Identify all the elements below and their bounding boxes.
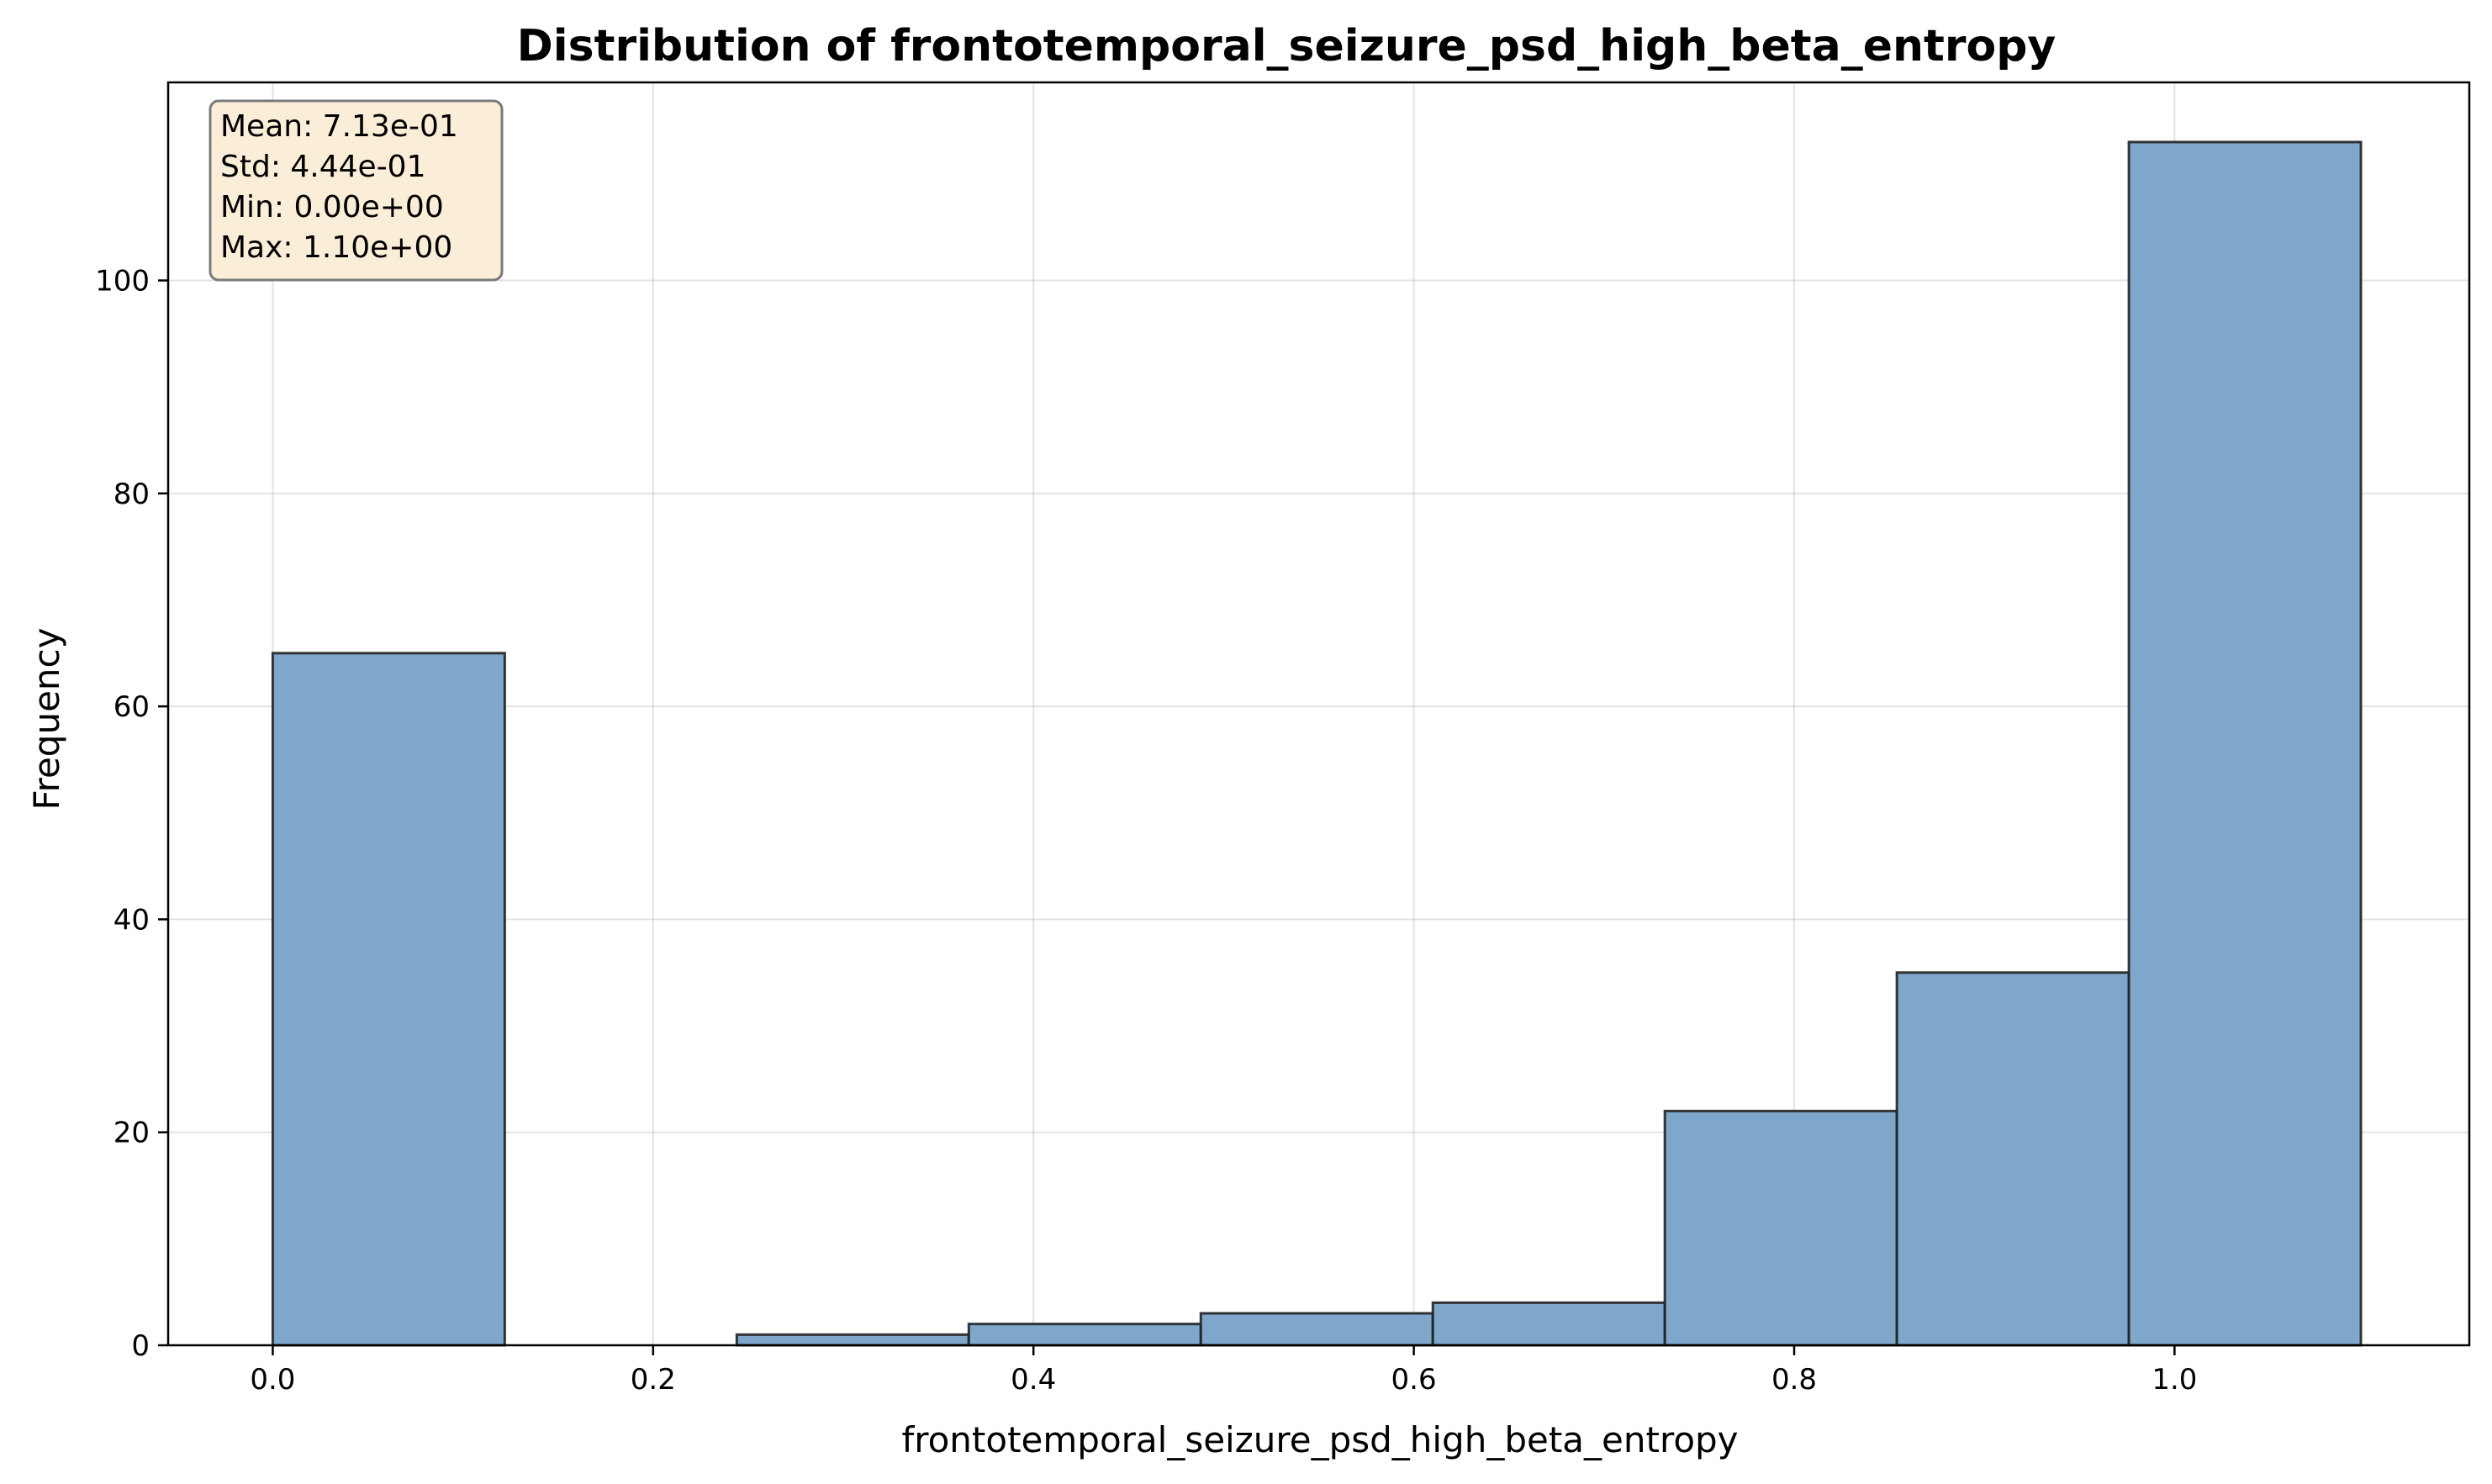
histogram-bar-0 (271, 652, 506, 1347)
x-tick-label-1: 0.2 (631, 1363, 676, 1397)
stats-max: Max: 1.10e+00 (220, 230, 452, 265)
x-tick-label-5: 1.0 (2151, 1363, 2197, 1397)
chart-title: Distribution of frontotemporal_seizure_p… (517, 21, 2056, 71)
y-tick-label-3: 60 (114, 690, 150, 724)
y-tick-label-4: 80 (114, 478, 150, 511)
x-axis-label: frontotemporal_seizure_psd_high_beta_ent… (901, 1419, 1738, 1460)
x-tick-label-3: 0.6 (1391, 1363, 1437, 1397)
x-axis-ticks: 0.0 0.2 0.4 0.6 0.8 1.0 (250, 1345, 2197, 1397)
stats-std: Std: 4.44e-01 (220, 150, 426, 184)
histogram-bar-4 (1199, 1312, 1434, 1347)
y-axis-ticks: 0 20 40 60 80 100 (95, 265, 168, 1363)
plot-frame (166, 81, 2471, 1347)
histogram-bar-6 (1663, 1109, 1898, 1347)
x-tick-label-4: 0.8 (1771, 1363, 1817, 1397)
stats-min: Min: 0.00e+00 (220, 190, 444, 224)
histogram-bars (271, 140, 2363, 1347)
histogram-bar-7 (1895, 971, 2130, 1347)
x-tick-label-2: 0.4 (1011, 1363, 1056, 1397)
x-tick-label-0: 0.0 (250, 1363, 295, 1397)
histogram-bar-5 (1431, 1301, 1666, 1347)
histogram-bar-2 (735, 1333, 970, 1347)
stats-mean: Mean: 7.13e-01 (220, 109, 458, 144)
y-tick-label-5: 100 (95, 265, 150, 298)
y-axis-label: Frequency (26, 628, 67, 811)
y-tick-label-2: 40 (114, 903, 150, 937)
stats-box: Mean: 7.13e-01 Std: 4.44e-01 Min: 0.00e+… (209, 99, 504, 282)
histogram-bar-3 (967, 1323, 1202, 1347)
histogram-bar-8 (2127, 140, 2363, 1347)
y-tick-label-1: 20 (114, 1117, 150, 1150)
stats-box-background (209, 99, 504, 282)
y-tick-label-0: 0 (131, 1329, 150, 1363)
